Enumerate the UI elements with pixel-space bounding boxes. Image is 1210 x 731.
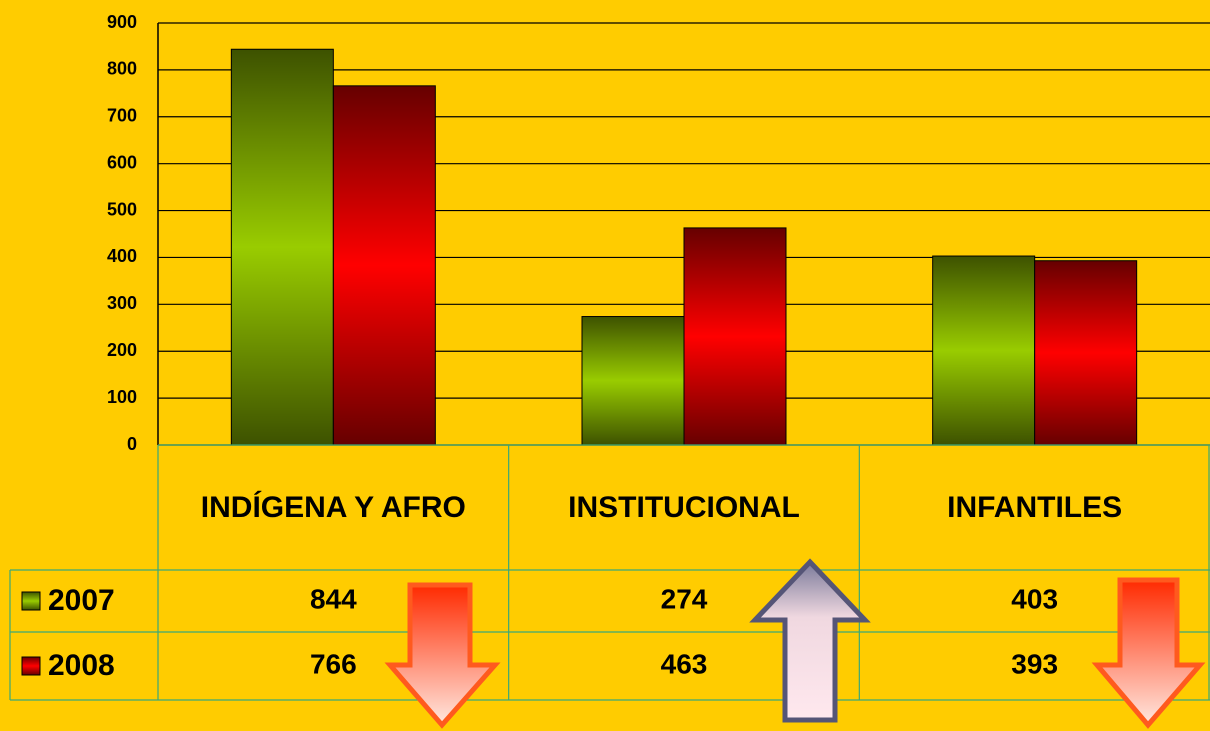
legend-label: 2007 xyxy=(48,584,115,617)
x-tick-label-box: INFANTILES xyxy=(947,491,1123,524)
bar xyxy=(230,48,334,446)
bar xyxy=(932,255,1036,446)
table-value: 393 xyxy=(1011,648,1058,679)
plot: 0 100 200 300 400 500 600 700 800 900 INDÍGENA Y A… xyxy=(9,12,1210,701)
legend-label: 2008 xyxy=(48,649,115,682)
bar xyxy=(581,316,685,446)
x-tick-label-box: INSTITUCIONAL xyxy=(568,491,800,524)
legend-swatch-shade xyxy=(22,592,40,610)
down-arrow xyxy=(1091,577,1206,729)
y-tick-label: 700 xyxy=(107,106,137,126)
x-tick-label: INDÍGENA Y AFRO xyxy=(200,491,466,524)
down-arrow xyxy=(384,582,501,729)
y-tick-label: 100 xyxy=(107,387,137,407)
legend-swatch-shade xyxy=(22,657,40,675)
table-value: 403 xyxy=(1011,583,1058,614)
y-tick-label: 300 xyxy=(107,293,137,313)
x-tick-label-box: INDÍGENA Y AFRO xyxy=(200,491,466,524)
x-tick-label: INSTITUCIONAL xyxy=(568,491,800,524)
table-value: 766 xyxy=(310,648,357,679)
y-tick-label: 200 xyxy=(107,340,137,360)
y-tick-label: 400 xyxy=(107,246,137,266)
y-tick-label: 600 xyxy=(107,152,137,172)
x-tick-label: INFANTILES xyxy=(947,491,1123,524)
table-value: 274 xyxy=(661,583,708,614)
table-value: 463 xyxy=(661,648,708,679)
bar xyxy=(683,227,787,446)
bar xyxy=(1034,260,1138,446)
table-value: 844 xyxy=(310,583,357,614)
up-arrow xyxy=(749,558,871,723)
y-tick-label: 0 xyxy=(127,434,137,454)
y-tick-label: 500 xyxy=(107,199,137,219)
bar xyxy=(332,85,436,446)
y-tick-label: 800 xyxy=(107,59,137,79)
y-tick-label: 900 xyxy=(107,12,137,32)
